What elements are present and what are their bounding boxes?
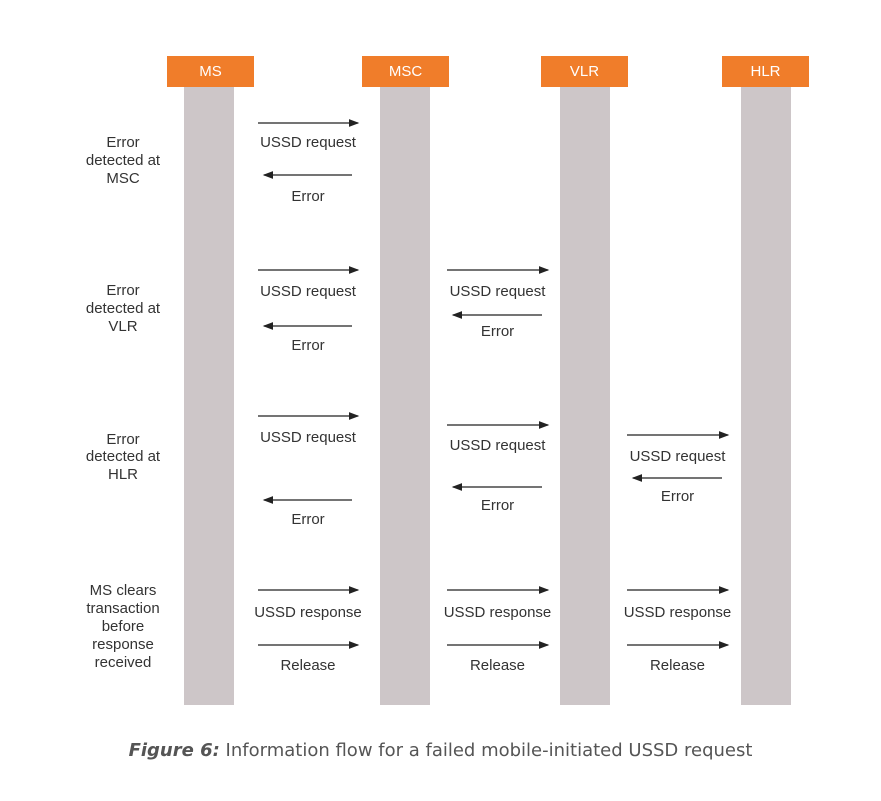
lifeline xyxy=(741,87,791,705)
caption-text: Information flow for a failed mobile-ini… xyxy=(225,740,753,761)
node-label: HLR xyxy=(750,63,780,80)
node-label: MS xyxy=(199,63,222,80)
node-label: VLR xyxy=(570,63,599,80)
caption: Figure 6: Information flow for a failed … xyxy=(0,740,881,761)
message-label: Error xyxy=(291,511,324,528)
message-label: USSD response xyxy=(444,604,552,621)
node-box xyxy=(167,56,254,87)
message-label: Error xyxy=(481,497,514,514)
message-label: Error xyxy=(291,337,324,354)
node-label: MSC xyxy=(389,63,423,80)
scenario-label: MS clears xyxy=(90,582,157,599)
scenario-label: response xyxy=(92,636,154,653)
node-box xyxy=(362,56,449,87)
scenario-label: VLR xyxy=(108,318,137,335)
lifeline xyxy=(380,87,430,705)
caption-label: Figure 6: xyxy=(128,740,220,761)
message-label: USSD request xyxy=(260,134,357,151)
message-label: Error xyxy=(661,488,694,505)
scenario-label: transaction xyxy=(86,600,159,617)
message-label: Error xyxy=(291,188,324,205)
message-label: USSD request xyxy=(450,283,547,300)
message-label: USSD request xyxy=(630,448,727,465)
scenario-label: Error xyxy=(106,282,139,299)
message-label: USSD request xyxy=(260,283,357,300)
scenario-label: Error xyxy=(106,431,139,448)
message-label: Release xyxy=(650,657,705,674)
lifeline xyxy=(560,87,610,705)
scenario-label: received xyxy=(95,654,152,671)
scenario-label: detected at xyxy=(86,152,161,169)
scenario-label: detected at xyxy=(86,300,161,317)
message-label: USSD request xyxy=(450,437,547,454)
scenario-label: before xyxy=(102,618,145,635)
scenario-label: HLR xyxy=(108,466,138,483)
message-label: USSD response xyxy=(624,604,732,621)
message-label: USSD request xyxy=(260,429,357,446)
message-label: Release xyxy=(280,657,335,674)
node-box xyxy=(541,56,628,87)
node-box xyxy=(722,56,809,87)
scenario-label: detected at xyxy=(86,448,161,465)
message-label: USSD response xyxy=(254,604,362,621)
message-label: Error xyxy=(481,323,514,340)
message-label: Release xyxy=(470,657,525,674)
lifeline xyxy=(184,87,234,705)
scenario-label: MSC xyxy=(106,170,140,187)
scenario-label: Error xyxy=(106,134,139,151)
